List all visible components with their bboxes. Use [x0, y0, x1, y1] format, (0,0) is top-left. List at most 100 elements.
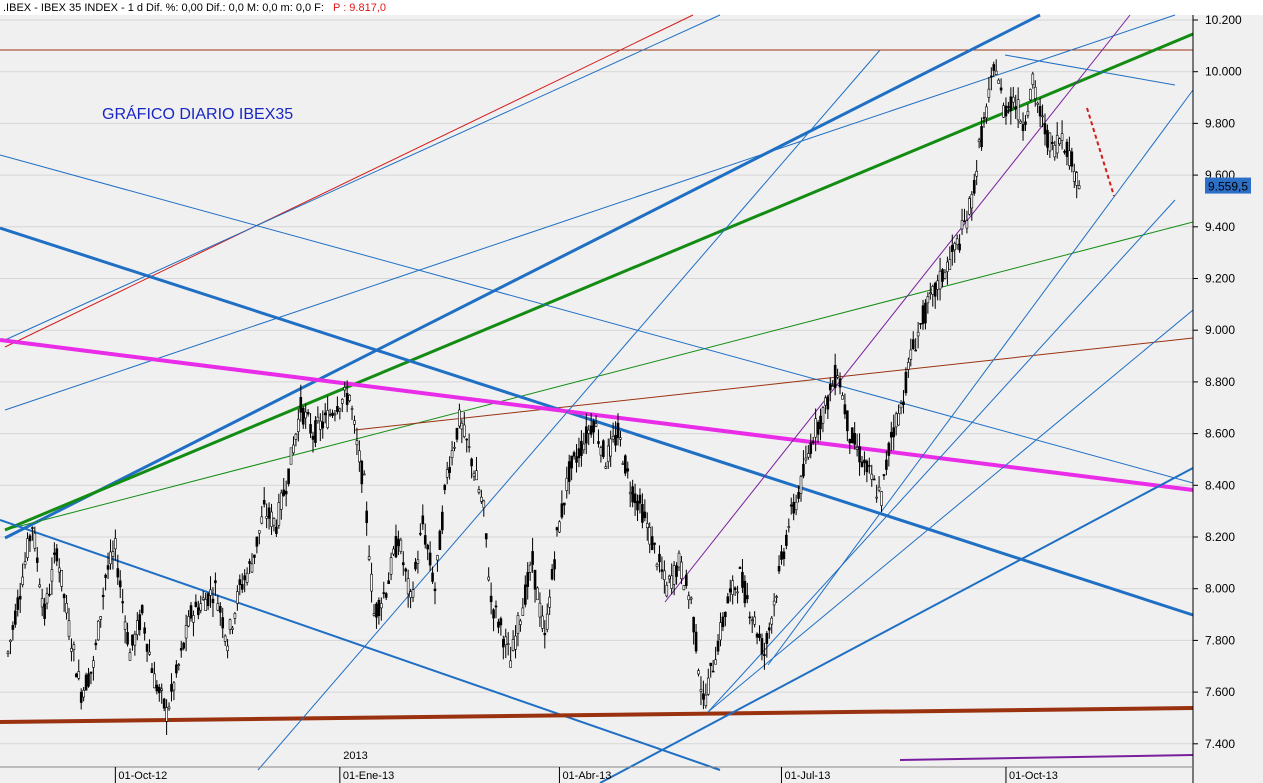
candle-body [824, 397, 827, 406]
y-tick-label: 9.200 [1205, 272, 1235, 286]
candle-body [111, 551, 115, 557]
candle-body [580, 440, 583, 456]
candle-body [62, 594, 66, 599]
candle-body [706, 677, 710, 695]
candle-body [1009, 96, 1013, 111]
candle-body [553, 559, 556, 570]
x-axis: 01-Oct-12 01-Ene-13 01-Abr-13 01-Jul-13 01-O… [114, 750, 1058, 783]
candle-body [475, 470, 478, 481]
candle-body [106, 565, 110, 570]
candle-body [372, 613, 376, 616]
candle-body [416, 559, 420, 564]
candle-body [819, 415, 822, 430]
candle-body [741, 571, 744, 588]
y-tick-label: 10.000 [1205, 65, 1242, 79]
candle-body [482, 500, 486, 509]
candle-body [746, 595, 749, 600]
candle-body [794, 501, 798, 511]
candle-body [170, 684, 173, 692]
candle-body [40, 598, 44, 608]
trend-line [1004, 54, 1176, 86]
candle-body [631, 486, 634, 503]
candle-body [409, 591, 412, 598]
candle-body [423, 535, 427, 545]
candle-body [560, 503, 564, 518]
candle-body [92, 660, 95, 668]
candle-body [1053, 144, 1057, 158]
candle-body [79, 691, 83, 703]
candle-body [136, 620, 139, 635]
candle-body [9, 639, 12, 643]
candle-body [433, 588, 437, 592]
candle-body [970, 194, 974, 209]
candle-body [689, 597, 693, 600]
candle-body [543, 632, 547, 636]
y-tick-label: 7.400 [1205, 737, 1235, 751]
trend-line [4, 14, 1176, 411]
candle-body [345, 392, 349, 405]
candle-body [972, 179, 976, 194]
candle-body [294, 433, 298, 440]
candle-body [853, 432, 856, 445]
candle-body [77, 671, 81, 679]
candle-body [70, 648, 73, 652]
candle-body [787, 526, 791, 529]
projection-line [1086, 107, 1115, 197]
candle-body [880, 491, 883, 506]
candle-body [238, 579, 242, 585]
candle-body [777, 566, 781, 572]
candle-body [614, 434, 617, 446]
candle-body [626, 468, 630, 472]
candle-body [277, 502, 281, 526]
candle-body [999, 87, 1003, 91]
candle-body [941, 269, 944, 282]
candle-body [326, 410, 329, 428]
candle-body [526, 572, 530, 587]
candle-body [21, 576, 24, 585]
candle-body [155, 684, 159, 692]
trend-line [664, 14, 1131, 603]
candle-body [519, 620, 522, 625]
candle-body [104, 574, 107, 578]
candle-body [870, 473, 874, 480]
candle-body [885, 459, 888, 470]
candle-body [728, 588, 732, 593]
candle-body [131, 634, 134, 646]
candle-body [94, 642, 98, 646]
candle-body [75, 673, 78, 678]
candle-body [1075, 172, 1079, 186]
candle-body [1038, 105, 1042, 117]
candle-body [421, 515, 425, 525]
y-tick-label: 7.600 [1205, 685, 1235, 699]
candle-body [899, 403, 903, 409]
candle-body [472, 472, 476, 477]
candle-body [250, 563, 254, 573]
candle-body [192, 615, 195, 623]
candle-body [743, 580, 747, 604]
candle-body [253, 554, 256, 558]
candle-body [711, 670, 715, 673]
candle-body [367, 556, 371, 560]
candle-body [948, 259, 952, 270]
candle-body [841, 395, 844, 400]
candle-body [448, 466, 451, 473]
candle-body [990, 75, 993, 78]
candle-body [118, 580, 122, 588]
candle-body [338, 408, 342, 412]
candle-body [953, 243, 957, 251]
candle-body [243, 575, 246, 581]
candle-body [797, 492, 800, 499]
candle-body [87, 673, 90, 687]
candle-body [197, 607, 200, 616]
candle-body [828, 383, 832, 391]
candle-body [1046, 129, 1049, 148]
candle-body [726, 596, 730, 604]
header-price-label: P : 9.817,0 [333, 2, 386, 14]
candle-body [775, 596, 778, 598]
candle-body [946, 261, 949, 272]
candle-body [850, 427, 854, 444]
candle-body [848, 439, 852, 444]
candle-body [982, 117, 986, 119]
candle-body [426, 544, 429, 550]
